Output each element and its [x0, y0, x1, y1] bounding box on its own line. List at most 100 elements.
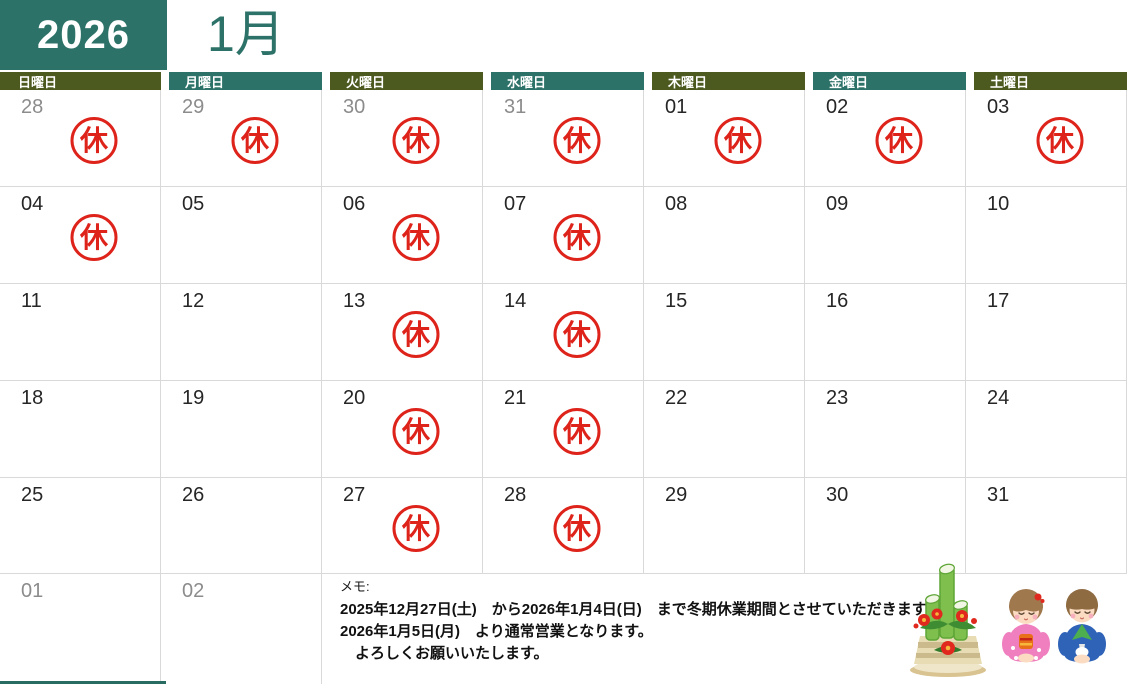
calendar-cell: 30 — [805, 478, 966, 574]
closed-stamp: 休 — [714, 117, 762, 164]
closed-stamp: 休 — [553, 311, 601, 358]
closed-stamp: 休 — [553, 214, 601, 261]
calendar-cell: 03 休 — [966, 90, 1127, 187]
day-number: 21 — [504, 387, 527, 409]
day-number: 30 — [826, 484, 849, 506]
weekday-label: 日曜日 — [18, 74, 58, 90]
calendar-cell: 04 休 — [0, 187, 161, 284]
day-number: 27 — [343, 484, 366, 506]
calendar-cell: 30 休 — [322, 90, 483, 187]
weekday-header-mon: 月曜日 — [169, 72, 322, 90]
day-number: 10 — [987, 193, 1010, 215]
day-number: 18 — [21, 387, 44, 409]
calendar-cell: 13 休 — [322, 284, 483, 381]
day-number: 20 — [343, 387, 366, 409]
calendar-cell: 28 休 — [483, 478, 644, 574]
bowing-boy-icon — [1058, 589, 1106, 664]
calendar-cell: 17 — [966, 284, 1127, 381]
calendar-cell: 29 — [644, 478, 805, 574]
bowing-girl-icon — [1002, 589, 1050, 663]
day-number: 01 — [665, 96, 688, 118]
weekday-header-fri: 金曜日 — [813, 72, 966, 90]
memo-cell: メモ: 2025年12月27日(土) から2026年1月4日(日) まで冬期休業期… — [322, 574, 1127, 684]
closed-stamp: 休 — [70, 117, 118, 164]
calendar-grid: 28 休 29 休 30 休 31 休 01 休 02 休 03 休 04 休 05 06 休 07 休 08 09 10 11… — [0, 90, 1127, 684]
calendar-cell: 09 — [805, 187, 966, 284]
calendar-cell: 26 — [161, 478, 322, 574]
calendar-cell: 02 — [161, 574, 322, 684]
new-year-illustration — [910, 563, 1106, 677]
closed-stamp: 休 — [553, 408, 601, 455]
day-number: 09 — [826, 193, 849, 215]
day-number: 17 — [987, 290, 1010, 312]
closed-stamp: 休 — [1036, 117, 1084, 164]
day-number: 01 — [21, 580, 44, 602]
year-label: 2026 — [37, 12, 130, 57]
calendar-cell: 31 休 — [483, 90, 644, 187]
calendar-cell: 27 休 — [322, 478, 483, 574]
weekday-header-sat: 土曜日 — [974, 72, 1127, 90]
day-number: 25 — [21, 484, 44, 506]
day-number: 31 — [987, 484, 1010, 506]
day-number: 02 — [826, 96, 849, 118]
weekday-header-sun: 日曜日 — [0, 72, 161, 90]
day-number: 28 — [504, 484, 527, 506]
day-number: 11 — [21, 290, 42, 312]
memo-line: 2026年1月5日(月) より通常営業となります。 — [340, 623, 653, 640]
day-number: 23 — [826, 387, 849, 409]
calendar-cell: 25 — [0, 478, 161, 574]
weekday-label: 木曜日 — [668, 74, 708, 90]
weekday-header-thu: 木曜日 — [652, 72, 805, 90]
calendar-cell: 22 — [644, 381, 805, 478]
calendar-cell: 10 — [966, 187, 1127, 284]
closed-stamp: 休 — [392, 408, 440, 455]
weekday-label: 火曜日 — [346, 74, 386, 90]
memo-line: よろしくお願いいたします。 — [340, 645, 549, 662]
weekday-label: 水曜日 — [507, 74, 547, 90]
closed-stamp: 休 — [392, 117, 440, 164]
calendar-cell: 23 — [805, 381, 966, 478]
calendar-cell: 12 — [161, 284, 322, 381]
day-number: 31 — [504, 96, 527, 118]
calendar-cell: 06 休 — [322, 187, 483, 284]
closed-stamp: 休 — [392, 214, 440, 261]
day-number: 04 — [21, 193, 44, 215]
calendar-cell: 24 — [966, 381, 1127, 478]
day-number: 28 — [21, 96, 44, 118]
calendar-cell: 14 休 — [483, 284, 644, 381]
weekday-header-row: 日曜日 月曜日 火曜日 水曜日 木曜日 金曜日 土曜日 — [0, 72, 1127, 90]
calendar-cell: 01 休 — [644, 90, 805, 187]
day-number: 30 — [343, 96, 366, 118]
closed-stamp: 休 — [231, 117, 279, 164]
day-number: 14 — [504, 290, 527, 312]
calendar-cell: 07 休 — [483, 187, 644, 284]
calendar-cell: 29 休 — [161, 90, 322, 187]
calendar-cell: 08 — [644, 187, 805, 284]
day-number: 02 — [182, 580, 205, 602]
day-number: 03 — [987, 96, 1010, 118]
calendar-cell: 15 — [644, 284, 805, 381]
calendar-cell: 18 — [0, 381, 161, 478]
day-number: 16 — [826, 290, 849, 312]
calendar-cell: 01 — [0, 574, 161, 684]
memo-line: 2025年12月27日(土) から2026年1月4日(日) まで冬期休業期間とさ… — [340, 601, 927, 618]
calendar-cell: 16 — [805, 284, 966, 381]
closed-stamp: 休 — [875, 117, 923, 164]
calendar-cell: 02 休 — [805, 90, 966, 187]
calendar-cell: 21 休 — [483, 381, 644, 478]
closed-stamp: 休 — [392, 311, 440, 358]
day-number: 24 — [987, 387, 1010, 409]
calendar-cell: 28 休 — [0, 90, 161, 187]
table-bottom-border — [0, 681, 166, 684]
calendar-cell: 11 — [0, 284, 161, 381]
closed-stamp: 休 — [553, 117, 601, 164]
day-number: 29 — [182, 96, 205, 118]
kadomatsu-icon — [910, 563, 986, 677]
day-number: 26 — [182, 484, 205, 506]
month-label: 1月 — [207, 6, 285, 62]
closed-stamp: 休 — [392, 505, 440, 552]
day-number: 08 — [665, 193, 688, 215]
weekday-header-wed: 水曜日 — [491, 72, 644, 90]
day-number: 05 — [182, 193, 205, 215]
